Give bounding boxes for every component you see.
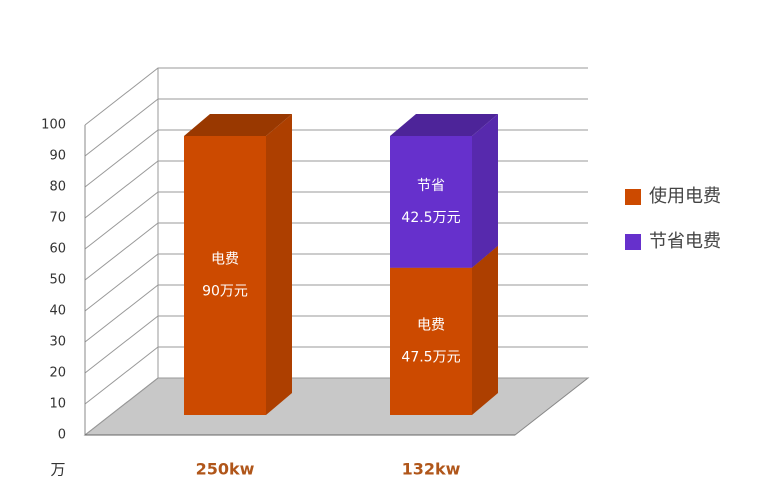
bar-top xyxy=(390,114,498,136)
legend-label: 节省电费 xyxy=(649,231,721,252)
grid-line xyxy=(84,191,588,250)
legend-swatch xyxy=(625,234,641,250)
value-label: 90万元 xyxy=(202,284,248,300)
grid-line xyxy=(84,67,588,126)
segment-name: 电费 xyxy=(211,252,239,268)
bar-side xyxy=(266,114,292,415)
bar xyxy=(184,136,266,415)
floor xyxy=(83,377,590,436)
grid-line xyxy=(84,98,588,157)
y-tick-label: 80 xyxy=(49,180,66,195)
legend-label: 使用电费 xyxy=(649,186,721,207)
bar xyxy=(390,267,472,415)
grid-line xyxy=(84,315,588,374)
x-tick-label: 132kw xyxy=(402,460,461,479)
value-label: 47.5万元 xyxy=(401,349,460,365)
value-label: 42.5万元 xyxy=(401,210,460,226)
y-tick-label: 30 xyxy=(49,335,66,350)
y-tick-label: 40 xyxy=(49,304,66,319)
segment-name: 电费 xyxy=(417,317,445,333)
y-tick-label: 90 xyxy=(49,149,66,164)
grid-line xyxy=(84,284,588,343)
grid-line xyxy=(84,160,588,219)
y-tick-label: 60 xyxy=(49,242,66,257)
grid-line xyxy=(84,253,588,312)
grid-line xyxy=(84,129,588,188)
y-tick-label: 10 xyxy=(49,397,66,412)
y-tick-label: 50 xyxy=(49,273,66,288)
y-tick-label: 70 xyxy=(49,211,66,226)
bar-top xyxy=(184,114,292,136)
y-tick-label: 0 xyxy=(58,428,66,443)
bar-side xyxy=(472,245,498,415)
y-tick-label: 100 xyxy=(41,118,66,133)
y-tick-label: 20 xyxy=(49,366,66,381)
bar xyxy=(390,136,472,268)
y-unit: 万 xyxy=(50,461,65,479)
bar-side xyxy=(472,114,498,268)
legend-swatch xyxy=(625,189,641,205)
segment-name: 节省 xyxy=(417,178,445,194)
x-tick-label: 250kw xyxy=(196,460,255,479)
grid-line xyxy=(84,222,588,281)
